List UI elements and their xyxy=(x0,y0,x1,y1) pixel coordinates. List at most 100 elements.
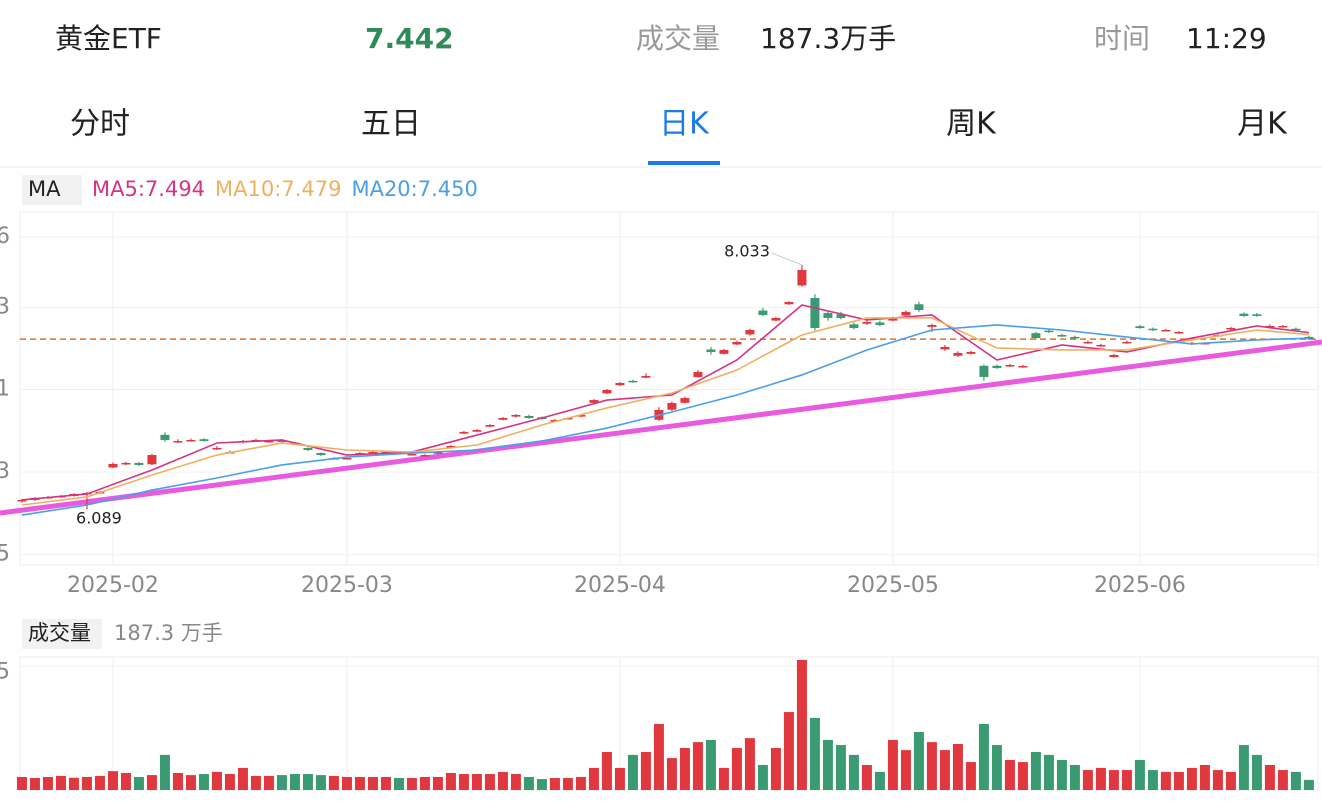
tab[interactable]: 周K xyxy=(946,107,997,142)
candle-body xyxy=(719,349,729,354)
tab[interactable]: 月K xyxy=(1237,107,1288,142)
volume-bar xyxy=(458,774,469,790)
candle-body xyxy=(1044,330,1054,333)
candle-body xyxy=(602,390,612,394)
volume-bar xyxy=(1225,771,1236,790)
high-leader xyxy=(771,252,803,266)
candle-body xyxy=(368,452,378,454)
volume-bar xyxy=(653,724,664,790)
candle-body xyxy=(446,445,456,448)
tab[interactable]: 分时 xyxy=(70,107,130,142)
volume-bar xyxy=(822,739,833,790)
volume-bar xyxy=(510,774,521,790)
volume: 187.3万手 xyxy=(760,22,896,55)
volume-bar xyxy=(81,776,92,790)
y-tick-label: 5 xyxy=(0,659,10,684)
candle-body xyxy=(771,317,781,321)
candle-body xyxy=(875,322,885,325)
candle-body xyxy=(1135,326,1145,328)
candle-body xyxy=(1174,332,1184,334)
volume-bar xyxy=(185,775,196,790)
candle-body xyxy=(888,317,898,321)
volume-bar xyxy=(120,772,131,790)
volume-bar xyxy=(276,775,287,790)
volume-bar xyxy=(224,774,235,790)
volume-bar xyxy=(978,724,989,790)
volume-bar xyxy=(523,776,534,790)
ma-line xyxy=(21,317,1309,506)
candle-body xyxy=(1005,365,1015,367)
volume-label: 成交量 xyxy=(636,22,720,55)
candle-body xyxy=(108,463,118,468)
volume-bar xyxy=(354,776,365,790)
volume-bar xyxy=(302,774,313,790)
volume-bar xyxy=(874,771,885,790)
volume-bar xyxy=(16,776,27,790)
legend-entry: MA20:7.450 xyxy=(351,177,477,201)
volume-bar xyxy=(926,742,937,790)
candle-body xyxy=(17,499,27,502)
volume-bar xyxy=(341,776,352,790)
volume-bar xyxy=(172,772,183,790)
candle-body xyxy=(121,462,131,465)
candle-body xyxy=(589,400,599,403)
x-tick-label: 2025-06 xyxy=(1094,573,1186,598)
volume-bar xyxy=(718,767,729,790)
high-label: 8.033 xyxy=(724,241,770,260)
volume-bar xyxy=(107,771,118,790)
candle-body xyxy=(303,448,313,451)
volume-bar xyxy=(497,771,508,790)
candle-body xyxy=(433,452,443,454)
volume-bar xyxy=(1004,759,1015,790)
tab[interactable]: 日K xyxy=(659,107,710,142)
volume-bar xyxy=(237,767,248,790)
volume-bar xyxy=(250,775,261,790)
candle-body xyxy=(680,398,690,403)
volume-bar xyxy=(1251,754,1262,790)
tab[interactable]: 五日 xyxy=(361,107,421,142)
volume-bar xyxy=(367,776,378,790)
volume-bar xyxy=(1030,751,1041,790)
volume-bar xyxy=(861,764,872,790)
candle-body xyxy=(641,375,651,378)
volume-bar xyxy=(380,776,391,790)
volume-bar xyxy=(601,751,612,790)
volume-bar xyxy=(484,774,495,790)
candle-body xyxy=(758,310,768,315)
candle-body xyxy=(836,314,846,318)
volume-bar xyxy=(731,747,742,790)
candle-body xyxy=(784,302,794,305)
time: 11:29 xyxy=(1186,22,1267,55)
candle-body xyxy=(1278,325,1288,328)
candle-body xyxy=(199,439,209,441)
volume-bar xyxy=(1043,754,1054,790)
candle-body xyxy=(134,462,144,465)
candle-body xyxy=(576,414,586,417)
candle-body xyxy=(407,454,417,456)
volume-bar xyxy=(29,778,40,790)
volume-bar xyxy=(809,717,820,790)
volume-bar xyxy=(1277,770,1288,790)
candle-body xyxy=(927,324,937,327)
volume-bar xyxy=(1212,770,1223,790)
y-tick-label: 5 xyxy=(0,542,10,567)
candle-body xyxy=(849,324,859,328)
volume-bar xyxy=(263,775,274,790)
x-tick-label: 2025-03 xyxy=(301,573,393,598)
ma-line xyxy=(21,324,1309,516)
legend-entry: MA5:7.494 xyxy=(92,177,205,201)
y-tick-label: 3 xyxy=(0,459,10,484)
candle-body xyxy=(1057,335,1067,337)
volume-bar xyxy=(796,659,807,790)
volume-bar xyxy=(68,777,79,790)
ma-label: MA xyxy=(28,177,61,201)
volume-bar xyxy=(1108,770,1119,790)
candle-body xyxy=(342,458,352,460)
candle-body xyxy=(693,371,703,378)
x-tick-label: 2025-02 xyxy=(67,573,159,598)
candle-body xyxy=(1122,341,1132,344)
volume-bar xyxy=(835,745,846,790)
candle-body xyxy=(823,313,833,318)
x-tick-label: 2025-05 xyxy=(847,573,939,598)
candle-body xyxy=(914,304,924,311)
